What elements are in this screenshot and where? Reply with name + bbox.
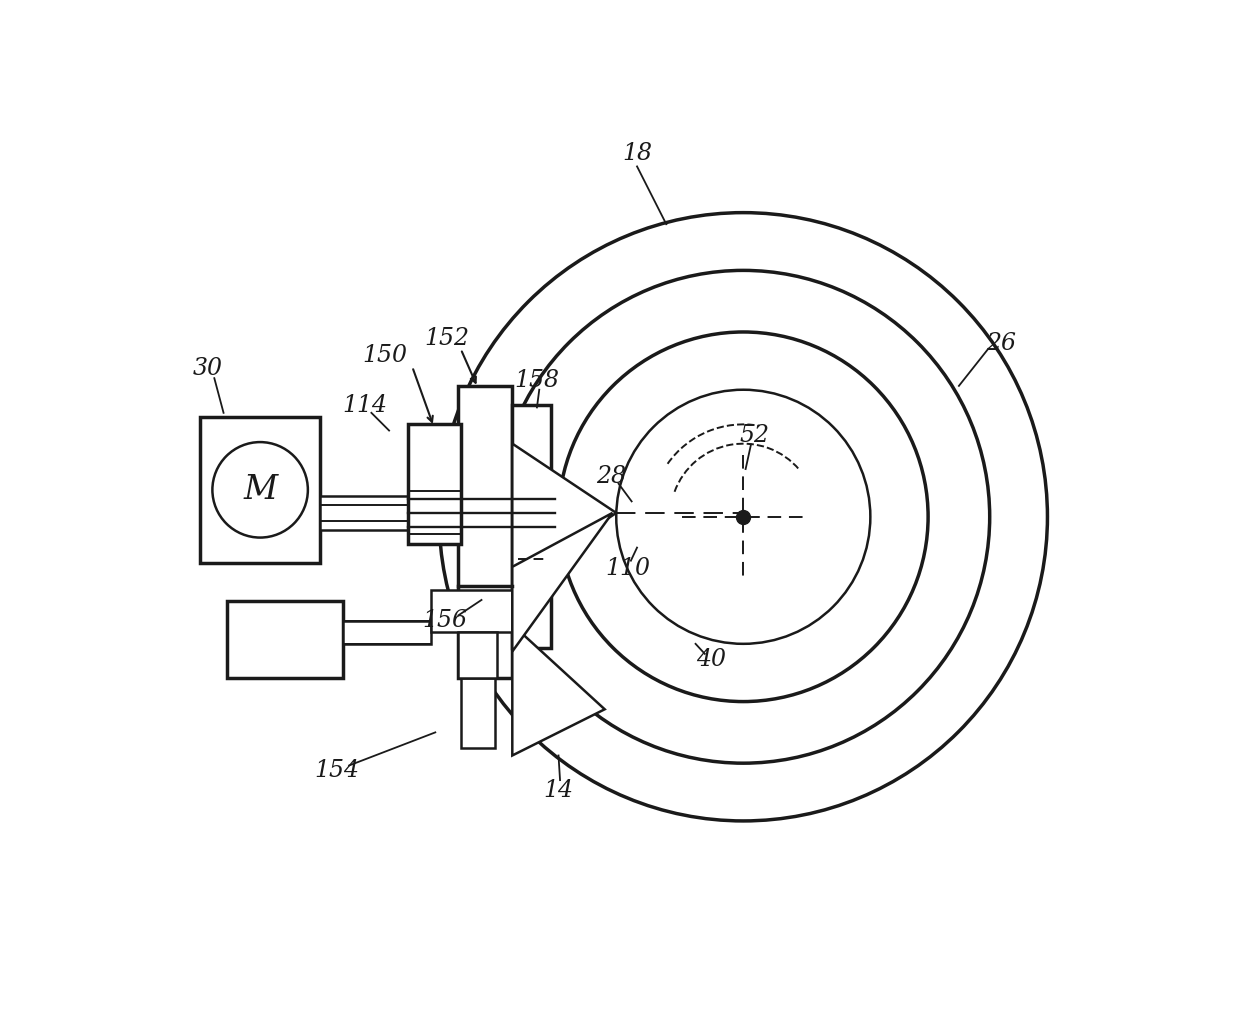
Text: 158: 158 (515, 369, 559, 392)
Text: 154: 154 (314, 759, 360, 783)
Text: 114: 114 (342, 394, 387, 417)
Text: 26: 26 (986, 332, 1017, 355)
Bar (432, 590, 512, 632)
Bar (320, 496, 408, 529)
Text: 18: 18 (622, 142, 652, 164)
Bar (461, 678, 495, 748)
Bar (459, 386, 512, 678)
Bar (512, 405, 551, 647)
Bar (343, 620, 432, 644)
Text: 52: 52 (740, 424, 770, 447)
Bar (459, 632, 497, 678)
Text: 156: 156 (422, 609, 467, 632)
Text: 152: 152 (424, 327, 470, 349)
Text: M: M (243, 474, 278, 506)
Bar (408, 424, 461, 544)
Text: 110: 110 (605, 557, 650, 580)
Text: 28: 28 (596, 465, 626, 488)
Text: 150: 150 (363, 343, 408, 367)
Polygon shape (512, 444, 616, 582)
Text: 30: 30 (193, 358, 223, 381)
Polygon shape (512, 625, 605, 756)
Text: 40: 40 (696, 647, 725, 671)
Bar (227, 602, 343, 678)
Bar (201, 417, 320, 562)
Text: 14: 14 (543, 779, 573, 801)
Polygon shape (512, 513, 613, 651)
